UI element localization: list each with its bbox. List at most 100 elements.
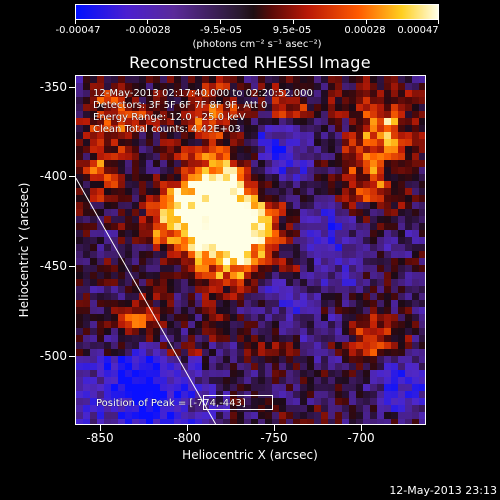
heatmap-cell [335,405,342,412]
heatmap-cell [76,377,83,384]
heatmap-cell [174,384,181,391]
heatmap-cell [265,279,272,286]
heatmap-cell [398,174,405,181]
heatmap-cell [118,419,125,424]
heatmap-cell [111,153,118,160]
heatmap-cell [363,349,370,356]
heatmap-cell [160,76,167,83]
heatmap-cell [251,167,258,174]
heatmap-cell [195,363,202,370]
heatmap-cell [321,202,328,209]
heatmap-cell [349,174,356,181]
heatmap-cell [335,83,342,90]
colorbar-tick [438,20,439,24]
heatmap-cell [370,202,377,209]
heatmap-cell [363,216,370,223]
heatmap-cell [307,314,314,321]
heatmap-cell [265,356,272,363]
heatmap-cell [230,398,237,405]
heatmap-cell [195,104,202,111]
heatmap-cell [195,237,202,244]
heatmap-cell [363,76,370,83]
heatmap-cell [230,377,237,384]
heatmap-cell [286,125,293,132]
heatmap-cell [377,286,384,293]
heatmap-cell [307,195,314,202]
heatmap-cell [104,314,111,321]
heatmap-cell [293,90,300,97]
heatmap-cell [209,279,216,286]
heatmap-cell [272,279,279,286]
heatmap-cell [321,195,328,202]
heatmap-cell [419,300,425,307]
solar-limb-line [76,178,217,424]
heatmap-cell [398,76,405,83]
heatmap-cell [188,342,195,349]
heatmap-cell [328,349,335,356]
heatmap-cell [76,188,83,195]
image-plot[interactable]: 12-May-2013 02:17:40.000 to 02:20:52.000… [75,75,426,425]
heatmap-cell [279,370,286,377]
heatmap-cell [139,153,146,160]
heatmap-cell [237,132,244,139]
heatmap-cell [412,370,419,377]
heatmap-cell [272,188,279,195]
heatmap-cell [160,132,167,139]
heatmap-cell [104,419,111,424]
heatmap-cell [202,167,209,174]
heatmap-cell [216,125,223,132]
heatmap-cell [356,405,363,412]
heatmap-cell [391,209,398,216]
heatmap-cell [153,391,160,398]
heatmap-cell [419,216,425,223]
heatmap-cell [377,363,384,370]
heatmap-cell [90,195,97,202]
heatmap-cell [335,167,342,174]
heatmap-cell [363,104,370,111]
heatmap-cell [363,300,370,307]
heatmap-cell [321,90,328,97]
heatmap-cell [216,83,223,90]
heatmap-cell [139,223,146,230]
heatmap-cell [90,111,97,118]
heatmap-cell [370,398,377,405]
heatmap-cell [223,76,230,83]
heatmap-cell [363,111,370,118]
heatmap-cell [342,370,349,377]
heatmap-cell [412,293,419,300]
heatmap-cell [391,223,398,230]
heatmap-cell [328,125,335,132]
heatmap-cell [412,146,419,153]
heatmap-cell [146,146,153,153]
heatmap-cell [111,251,118,258]
heatmap-cell [314,335,321,342]
heatmap-cell [286,174,293,181]
heatmap-cell [118,244,125,251]
heatmap-cell [181,405,188,412]
heatmap-cell [104,111,111,118]
heatmap-cell [104,272,111,279]
heatmap-cell [349,104,356,111]
heatmap-cell [363,258,370,265]
heatmap-cell [188,174,195,181]
heatmap-cell [251,342,258,349]
heatmap-cell [83,272,90,279]
heatmap-cell [223,356,230,363]
heatmap-cell [160,174,167,181]
heatmap-cell [146,405,153,412]
heatmap-cell [139,335,146,342]
heatmap-cell [412,286,419,293]
heatmap-cell [272,356,279,363]
heatmap-cell [230,230,237,237]
heatmap-cell [398,153,405,160]
heatmap-cell [258,398,265,405]
heatmap-cell [391,398,398,405]
heatmap-cell [90,188,97,195]
heatmap-cell [398,251,405,258]
heatmap-cell [188,216,195,223]
heatmap-cell [160,244,167,251]
heatmap-cell [349,160,356,167]
heatmap-cell [202,370,209,377]
heatmap-cell [300,307,307,314]
heatmap-cell [181,363,188,370]
